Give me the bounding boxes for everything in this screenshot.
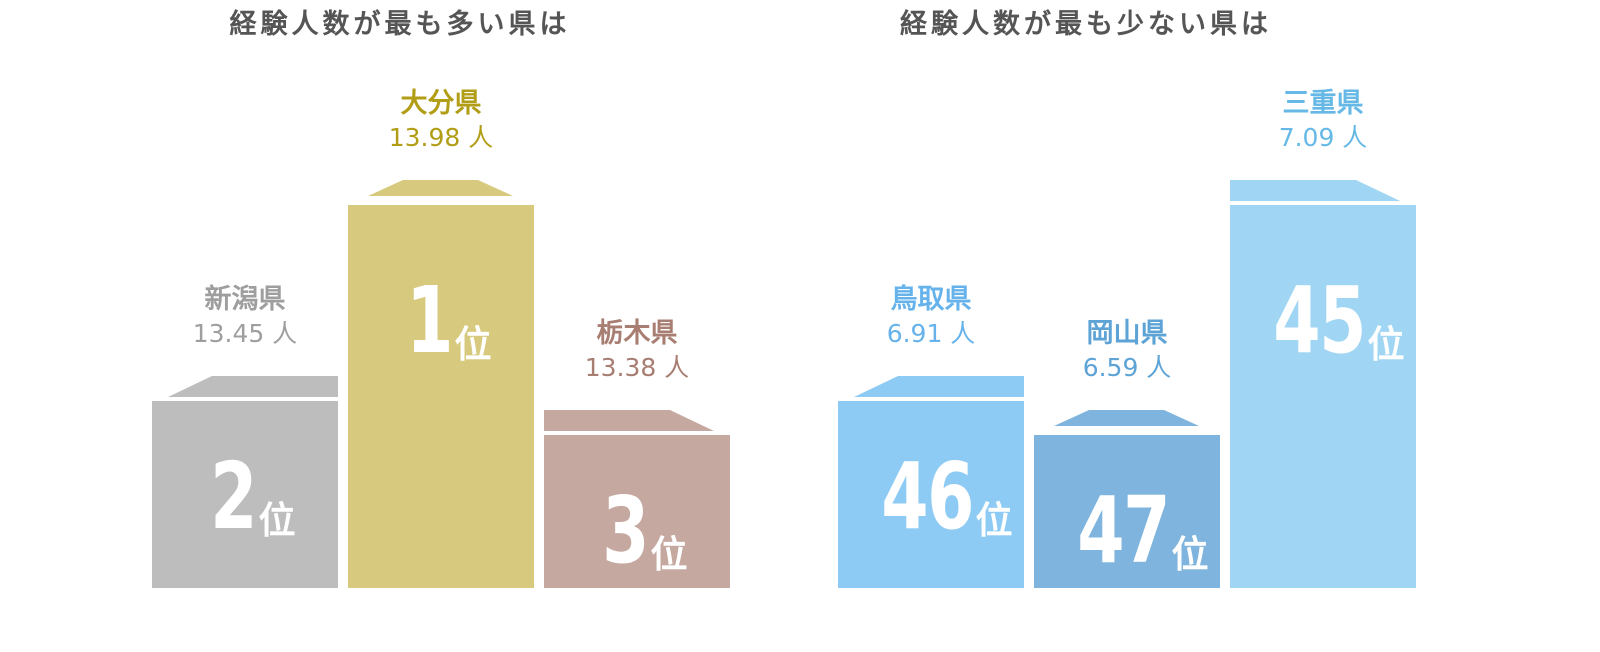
podium-bar: 45 位 [1230,205,1416,588]
rank-number: 47 [1077,477,1171,584]
rank-label: 45 位 [1230,275,1416,367]
value-label: 13.98 人 [388,123,494,152]
prefecture-name: 大分県 [400,88,482,119]
chart-left: 経験人数が最も多い県は 2 位新潟県 13.45 人 1 位大分県 13.98 人 3 位栃木… [152,9,730,588]
podium-cap [348,180,534,201]
rank-label: 47 位 [1034,485,1220,577]
podium-cap [152,376,338,397]
podium-cap [544,410,730,431]
category-label: 大分県 13.98 人 [348,87,534,155]
podium-cap [1034,410,1220,431]
rank-number: 45 [1273,267,1367,374]
rank-suffix: 位 [1367,323,1405,366]
value-label: 6.59 人 [1082,353,1172,382]
rank-number: 46 [881,443,975,550]
rank-label: 46 位 [838,451,1024,543]
value-label: 13.38 人 [584,353,690,382]
chart-title: 経験人数が最も少ない県は [900,9,1272,40]
podium-cap [838,376,1024,397]
prefecture-name: 岡山県 [1086,318,1168,349]
prefecture-name: 三重県 [1282,88,1364,119]
value-label: 13.45 人 [192,319,298,348]
rank-suffix: 位 [975,499,1013,542]
category-label: 鳥取県 6.91 人 [838,283,1024,351]
prefecture-name: 鳥取県 [890,284,972,315]
rank-number: 3 [602,477,650,584]
chart-right: 経験人数が最も少ない県は 46 位鳥取県 6.91 人 47 位岡山県 6.59 人 45 位… [686,0,1486,652]
category-label: 三重県 7.09 人 [1230,87,1416,155]
podium-bar: 47 位 [1034,435,1220,588]
rank-suffix: 位 [454,323,492,366]
prefecture-name: 新潟県 [204,284,286,315]
rank-number: 1 [406,267,454,374]
prefecture-name: 栃木県 [596,318,678,349]
category-label: 新潟県 13.45 人 [152,283,338,351]
rank-suffix: 位 [650,533,688,576]
rank-suffix: 位 [1171,533,1209,576]
podium-bar: 46 位 [838,401,1024,588]
category-label: 岡山県 6.59 人 [1034,317,1220,385]
value-label: 7.09 人 [1278,123,1368,152]
rank-number: 2 [210,443,258,550]
category-label: 栃木県 13.38 人 [544,317,730,385]
value-label: 6.91 人 [886,319,976,348]
podium-cap [1230,180,1416,201]
rank-suffix: 位 [258,499,296,542]
chart-title: 経験人数が最も多い県は [229,9,571,40]
